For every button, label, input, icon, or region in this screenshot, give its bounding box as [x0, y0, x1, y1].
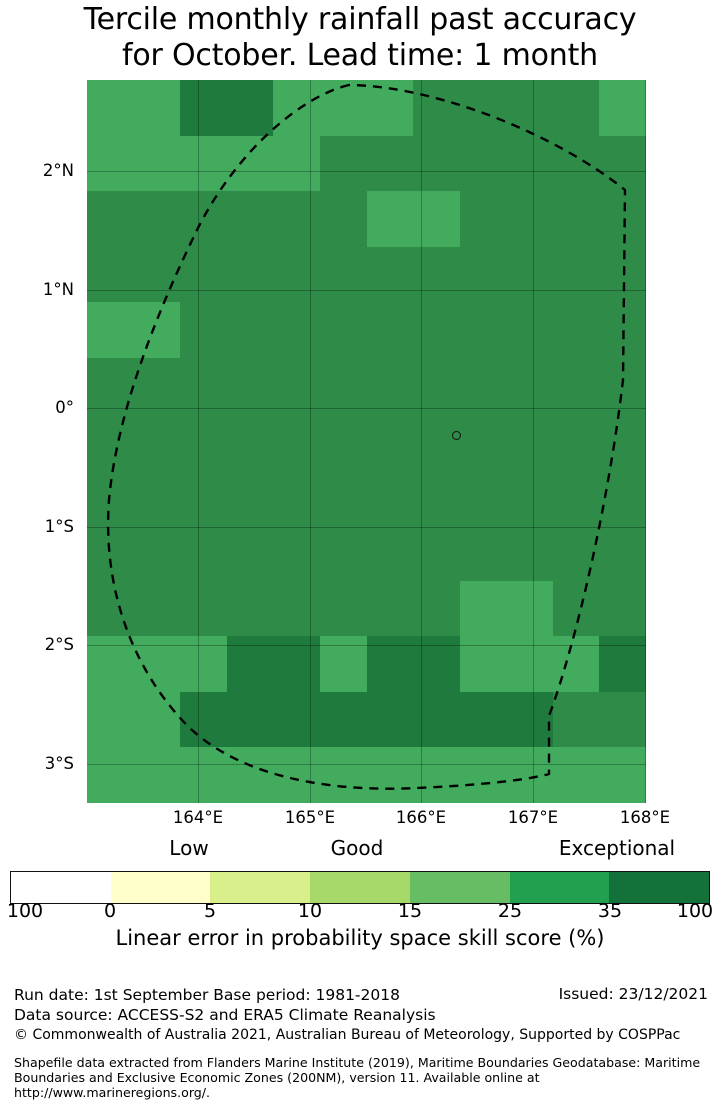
heatmap-cells — [87, 80, 646, 803]
colorbar-axis-title: Linear error in probability space skill … — [115, 926, 605, 950]
heatmap-cell — [87, 246, 646, 303]
data-source-text: Data source: ACCESS-S2 and ERA5 Climate … — [14, 1006, 436, 1024]
heatmap-cell — [413, 80, 600, 136]
copyright-text: © Commonwealth of Australia 2021, Austra… — [14, 1027, 681, 1043]
shapefile-line-2: Boundaries and Exclusive Economic Zones … — [14, 1070, 540, 1100]
footer: Run date: 1st September Base period: 198… — [14, 985, 714, 1045]
heatmap-cell — [87, 524, 646, 581]
heatmap-cell — [319, 135, 646, 192]
heatmap-cell — [599, 80, 646, 136]
station-marker — [452, 431, 461, 440]
heatmap-cell — [599, 636, 646, 692]
run-date-text: Run date: 1st September Base period: 198… — [14, 986, 400, 1004]
gridline-lat-2s — [87, 645, 646, 647]
colorbar-label-exceptional: Exceptional — [558, 836, 676, 860]
heatmap-cell — [366, 636, 460, 692]
x-tick-166e: 166°E — [395, 808, 447, 827]
shapefile-line-1: Shapefile data extracted from Flanders M… — [14, 1055, 701, 1070]
colorbar-segment-6 — [609, 872, 710, 903]
colorbar-tick-1: 0 — [103, 900, 117, 922]
y-tick-2n: 2°N — [42, 161, 74, 180]
issued-date-text: Issued: 23/12/2021 — [558, 985, 708, 1003]
colorbar-tick-2: 5 — [203, 900, 217, 922]
y-tick-0: 0° — [55, 398, 74, 417]
y-tick-1s: 1°S — [44, 517, 74, 536]
colorbar-tick-0: 100 — [6, 900, 44, 922]
gridline-lon-164 — [197, 80, 199, 803]
heatmap-cell — [87, 413, 646, 470]
colorbar-label-good: Good — [330, 836, 384, 860]
rainfall-accuracy-map — [87, 80, 646, 803]
colorbar-segment-0 — [11, 872, 111, 903]
y-tick-1n: 1°N — [42, 280, 74, 299]
colorbar-segment-5 — [509, 872, 610, 903]
gridline-lat-1s — [87, 526, 646, 528]
heatmap-cell — [226, 636, 320, 692]
colorbar-segment-3 — [310, 872, 410, 903]
gridline-lat-2n — [87, 171, 646, 173]
colorbar-tick-3: 10 — [297, 900, 323, 922]
heatmap-cell — [87, 358, 646, 414]
x-tick-168e: 168°E — [619, 808, 671, 827]
gridline-lat-3s — [87, 763, 646, 765]
x-tick-167e: 167°E — [507, 808, 559, 827]
colorbar-label-low: Low — [169, 836, 209, 860]
colorbar-tick-7: 100 — [676, 900, 714, 922]
colorbar-tick-5: 25 — [497, 900, 523, 922]
heatmap-cell — [180, 691, 553, 748]
heatmap-cell — [180, 302, 646, 359]
footer-row-run-date: Run date: 1st September Base period: 198… — [14, 985, 714, 1006]
colorbar-segment-4 — [409, 872, 510, 903]
gridline-lat-1n — [87, 289, 646, 291]
eez-boundary-line — [106, 83, 627, 790]
colorbar-tick-4: 15 — [397, 900, 423, 922]
heatmap-cell — [133, 80, 181, 136]
heatmap-cell — [459, 580, 553, 637]
heatmap-cell — [87, 80, 134, 136]
x-tick-164e: 164°E — [172, 808, 224, 827]
heatmap-cell — [87, 747, 646, 803]
colorbar-gradient — [10, 871, 710, 904]
heatmap-cell — [87, 135, 320, 192]
heatmap-cell — [180, 80, 274, 136]
heatmap-cell — [87, 580, 646, 637]
y-tick-2s: 2°S — [44, 635, 74, 654]
gridline-lat-0 — [87, 408, 646, 410]
heatmap-cell — [87, 302, 181, 359]
gridline-lon-168 — [645, 80, 646, 803]
x-tick-165e: 165°E — [284, 808, 336, 827]
gridline-lon-165 — [309, 80, 311, 803]
heatmap-cell — [87, 469, 646, 525]
colorbar — [10, 871, 710, 904]
title-line-2: for October. Lead time: 1 month — [122, 38, 598, 73]
heatmap-cell — [87, 691, 181, 748]
gridline-lon-166 — [421, 80, 423, 803]
colorbar-tick-6: 35 — [597, 900, 623, 922]
gridline-lon-167 — [533, 80, 535, 803]
page-title: Tercile monthly rainfall past accuracy f… — [0, 2, 720, 74]
colorbar-segment-2 — [210, 872, 311, 903]
colorbar-segment-1 — [110, 872, 211, 903]
title-line-1: Tercile monthly rainfall past accuracy — [83, 2, 637, 37]
shapefile-attribution: Shapefile data extracted from Flanders M… — [14, 1055, 714, 1100]
y-tick-3s: 3°S — [44, 754, 74, 773]
